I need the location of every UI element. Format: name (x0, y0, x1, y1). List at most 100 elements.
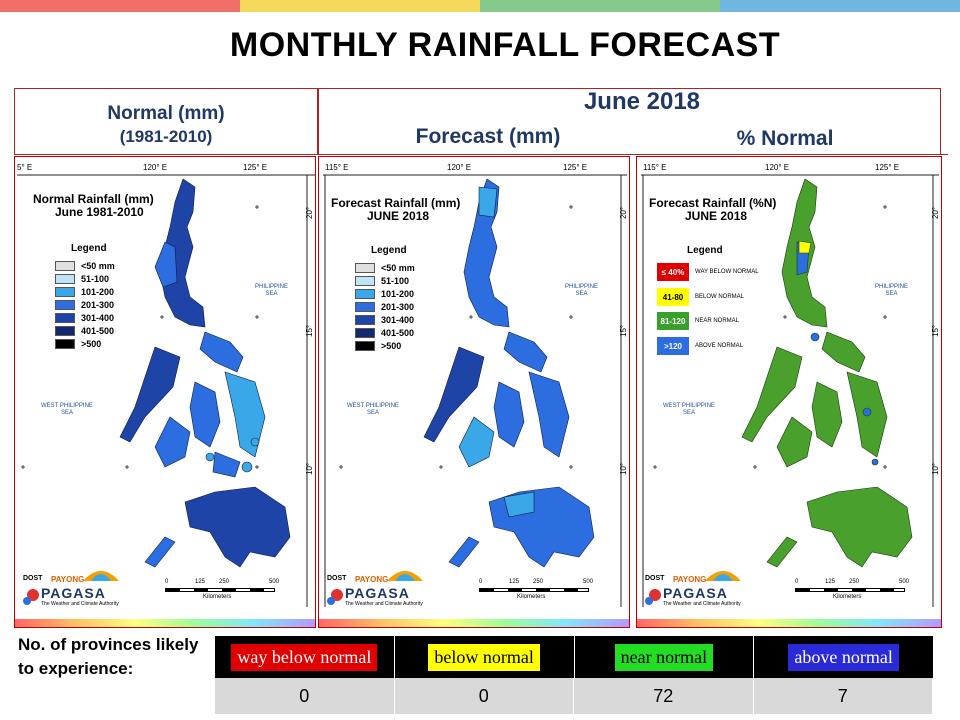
legend-item: ≤ 40% WAY BELOW NORMAL (657, 263, 759, 281)
logo-tagline: The Weather and Climate Authority (663, 601, 741, 607)
table-header-cell: way below normal (215, 636, 395, 678)
logo-dost: DOST (327, 575, 347, 582)
count-near: 72 (574, 678, 754, 714)
scale-unit: Kilometers (833, 594, 862, 600)
legend-item: 301-400 (355, 315, 414, 325)
sea-label-philippine: PHILIPPINE SEA (255, 284, 289, 297)
sea-label-west-philippine: WEST PHILIPPINE SEA (41, 403, 93, 416)
decorative-gradient (15, 619, 315, 627)
category-label-way-below: way below normal (231, 643, 378, 671)
tick-side-2: 15° N (931, 324, 941, 337)
logo-tagline: The Weather and Climate Authority (41, 601, 119, 607)
count-below: 0 (395, 678, 574, 714)
forecast-rainfall-map: 115° E 120° E 125° E 20° N 15° N 10° N F… (318, 156, 630, 628)
tick-top-1: 115° E (325, 163, 349, 172)
map-subtitle: JUNE 2018 (685, 209, 748, 223)
logo-dost: DOST (645, 575, 665, 582)
tick-top-3: 125° E (875, 163, 900, 172)
scale-tick: 500 (899, 579, 910, 585)
scale-tick: 500 (269, 579, 280, 585)
scale-line (165, 588, 275, 592)
map-graphic (323, 174, 627, 607)
tick-side-1: 20° N (619, 206, 629, 219)
logo-payong: PAYONG (673, 575, 707, 584)
scale-tick: 250 (533, 579, 544, 585)
logo-pagasa: PAGASA (41, 585, 106, 601)
scale-tick: 125 (509, 579, 520, 585)
top-color-bar (0, 0, 960, 12)
legend-item: 51-100 (55, 274, 109, 284)
tick-side-1: 20° N (931, 206, 941, 219)
count-above: 7 (754, 678, 933, 714)
legend-item: 201-300 (355, 302, 414, 312)
logo-payong: PAYONG (51, 575, 85, 584)
pagasa-logo: DOST PAYONG PAGASA The Weather and Clima… (643, 561, 753, 613)
table-row: 0 0 72 7 (215, 678, 933, 714)
scale-tick: 0 (479, 579, 483, 585)
table-header-cell: above normal (754, 636, 933, 678)
normal-header-box (14, 88, 318, 155)
top-bar-segment-green (480, 0, 720, 12)
scale-tick: 0 (165, 579, 169, 585)
scale-bar: 0 125 250 500 Kilometers (165, 579, 295, 605)
logo-tagline: The Weather and Climate Authority (345, 601, 423, 607)
legend-item: <50 mm (355, 263, 415, 273)
sea-label-west-philippine: WEST PHILIPPINE SEA (663, 403, 715, 416)
scale-bar: 0 125 250 500 Kilometers (479, 579, 609, 605)
tick-side-2: 15° N (305, 324, 315, 337)
map-title: Forecast Rainfall (%N) (649, 196, 777, 210)
map-title: Forecast Rainfall (mm) (331, 196, 461, 210)
legend-item: 51-100 (355, 276, 409, 286)
month-header: June 2018 (583, 88, 701, 115)
sea-label-philippine: PHILIPPINE SEA (565, 284, 599, 297)
legend-item: 201-300 (55, 300, 114, 310)
scale-bar: 0 125 250 500 Kilometers (795, 579, 925, 605)
table-header-row: way below normal below normal near norma… (215, 636, 933, 678)
legend-title: Legend (687, 245, 723, 256)
percent-normal-map: 115° E 120° E 125° E 20° N 15° N 10° N F… (636, 156, 942, 628)
scale-tick: 500 (583, 579, 594, 585)
decorative-gradient (637, 619, 941, 627)
top-bar-segment-yellow (240, 0, 480, 12)
scale-unit: Kilometers (203, 594, 232, 600)
legend-item: 301-400 (55, 313, 114, 323)
top-bar-segment-red (0, 0, 240, 12)
legend-item: >120 ABOVE NORMAL (657, 337, 743, 355)
tick-top-2: 120° E (143, 163, 168, 172)
table-header-cell: near normal (575, 636, 755, 678)
pagasa-logo: DOST PAYONG PAGASA The Weather and Clima… (21, 561, 131, 613)
percent-normal-header: % Normal (736, 127, 834, 150)
table-header-cell: below normal (395, 636, 575, 678)
legend-title: Legend (371, 245, 407, 256)
legend-item: 101-200 (355, 289, 414, 299)
category-label-below: below normal (428, 643, 540, 671)
normal-header-title: Normal (mm) (107, 103, 225, 124)
legend-title: Legend (71, 243, 107, 254)
logo-pagasa: PAGASA (663, 585, 728, 601)
normal-header-period: (1981-2010) (119, 127, 213, 146)
tick-side-3: 10° N (619, 462, 629, 475)
scale-line (479, 588, 589, 592)
legend-item: 401-500 (55, 326, 114, 336)
forecast-header-box (318, 88, 941, 155)
legend-item: 81-120 NEAR NORMAL (657, 312, 739, 330)
scale-tick: 0 (795, 579, 799, 585)
legend-item: >500 (55, 339, 101, 349)
legend-item: 41-80 BELOW NORMAL (657, 288, 744, 306)
tick-top-2: 120° E (447, 163, 472, 172)
province-count-table: way below normal below normal near norma… (215, 636, 933, 714)
scale-tick: 250 (849, 579, 860, 585)
scale-tick: 250 (219, 579, 230, 585)
tick-side-1: 20° N (305, 206, 315, 219)
logo-dost: DOST (23, 575, 43, 582)
map-title: Normal Rainfall (mm) (33, 192, 154, 206)
map-subtitle: June 1981-2010 (55, 205, 144, 219)
count-way-below: 0 (215, 678, 395, 714)
normal-rainfall-map: 5° E 120° E 125° E 20° N 15° N 10° N Nor… (14, 156, 316, 628)
category-label-above: above normal (788, 643, 899, 671)
tick-top-1: 5° E (17, 163, 33, 172)
scale-tick: 125 (825, 579, 836, 585)
top-bar-segment-blue (720, 0, 960, 12)
map-subtitle: JUNE 2018 (367, 209, 430, 223)
category-label-near: near normal (614, 643, 714, 671)
